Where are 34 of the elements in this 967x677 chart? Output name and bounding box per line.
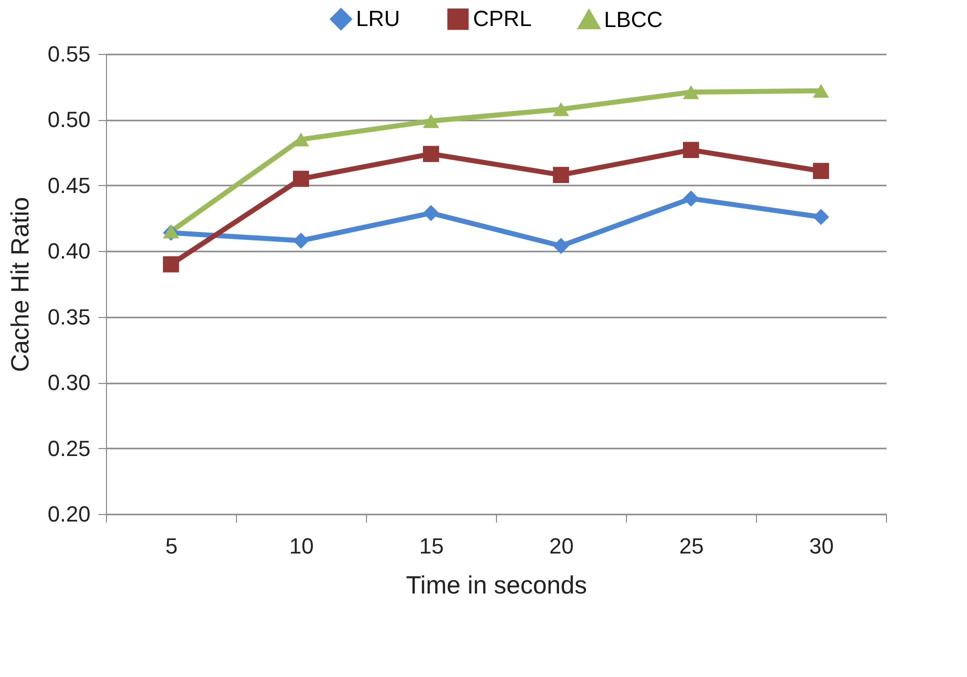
point xyxy=(422,146,440,162)
point xyxy=(552,238,570,254)
y-tick-label: 0.35 xyxy=(48,304,90,330)
y-tick-label: 0.40 xyxy=(48,238,90,264)
point xyxy=(552,166,570,183)
x-tick-label: 15 xyxy=(419,534,444,558)
legend-label: LRU xyxy=(356,6,400,32)
y-tick-label: 0.45 xyxy=(48,172,90,198)
legend-label: CPRL xyxy=(473,6,532,32)
y-tick-label: 0.25 xyxy=(48,436,90,461)
y-tick-label: 0.20 xyxy=(48,502,90,526)
x-tick-label: 10 xyxy=(289,534,314,558)
point xyxy=(292,170,310,187)
point xyxy=(162,256,180,272)
point xyxy=(682,142,700,158)
point xyxy=(422,114,440,128)
x-tick-label: 20 xyxy=(549,534,574,558)
point xyxy=(422,204,440,222)
point xyxy=(292,232,310,249)
y-tick-label: 0.55 xyxy=(48,42,90,66)
point xyxy=(552,102,570,116)
y-axis-title: Cache Hit Ratio xyxy=(6,196,35,372)
point xyxy=(812,162,830,180)
x-tick-label: 5 xyxy=(165,534,178,558)
x-axis-title: Time in seconds xyxy=(406,572,588,600)
y-tick-label: 0.30 xyxy=(48,370,90,396)
y-tick-label: 0.50 xyxy=(48,107,90,132)
x-tick-label: 30 xyxy=(809,534,834,558)
legend-label: LBCC xyxy=(604,6,663,32)
x-tick-label: 25 xyxy=(679,534,704,558)
point xyxy=(682,85,700,100)
point xyxy=(682,190,700,207)
point xyxy=(812,208,830,226)
point xyxy=(812,84,830,98)
